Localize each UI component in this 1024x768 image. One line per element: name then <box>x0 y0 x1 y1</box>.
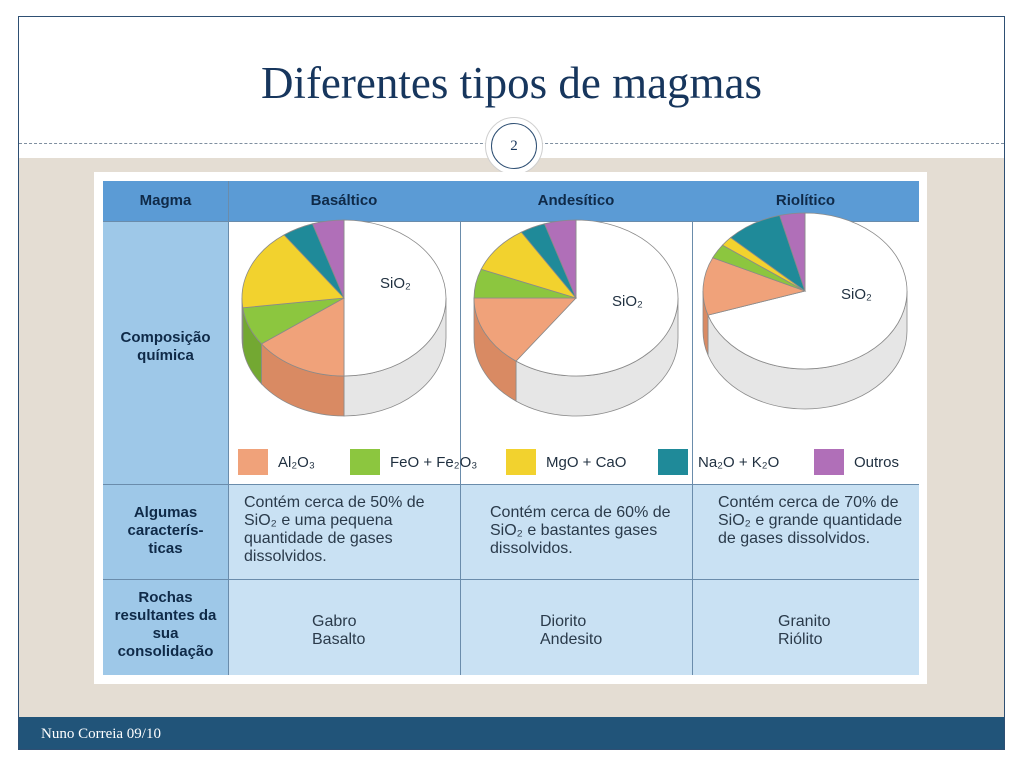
pie-slice-Outros <box>543 219 577 299</box>
pie-slice-MgO + CaO <box>241 234 345 309</box>
magma-figure: Magma Basáltico Andesítico Riolítico Com… <box>94 172 927 684</box>
footer-text: Nuno Correia 09/10 <box>41 726 161 742</box>
legend-item: MgO + CaO <box>506 449 626 475</box>
slide-title: Diferentes tipos de magmas <box>260 58 763 108</box>
page-number: 2 <box>491 123 537 169</box>
pie-slice-Al₂O₃ <box>473 297 577 362</box>
caracteristicas-basaltico-text: Contém cerca de 50% de SiO₂ e uma pequen… <box>244 494 425 565</box>
pie-riolitico: SiO₂ <box>702 212 908 410</box>
legend-label: Outros <box>854 453 900 471</box>
legend-label: Al₂O₃ <box>278 453 315 471</box>
magma-table: Magma Basáltico Andesítico Riolítico Com… <box>103 181 919 675</box>
grid-line <box>460 221 461 675</box>
pie-label-sio2: SiO₂ <box>841 286 872 303</box>
pie-charts: SiO₂ SiO₂ SiO₂ <box>241 212 908 417</box>
pie-slice-SiO₂ <box>515 219 679 377</box>
legend-item: FeO + Fe₂O₃ <box>350 449 477 475</box>
row-label-caracteristicas: Algumas caracterís- ticas <box>103 484 228 579</box>
rochas-riolitico-text: Granito Riólito <box>778 613 831 648</box>
pie-slice-Al₂O₃ <box>260 297 345 377</box>
page-number-badge: 2 <box>485 117 543 175</box>
pie-slice-Al₂O₃ <box>702 257 807 316</box>
grid-line <box>103 221 919 222</box>
rochas-basaltico: Gabro Basalto <box>228 579 460 675</box>
legend-swatch <box>506 449 536 475</box>
legend-label: FeO + Fe₂O₃ <box>390 453 478 471</box>
legend-label: Na₂O + K₂O <box>698 453 780 471</box>
rochas-andesitico-text: Diorito Andesito <box>540 613 603 648</box>
legend-label: MgO + CaO <box>546 453 627 471</box>
legend-item: Na₂O + K₂O <box>658 449 779 475</box>
header-basaltico: Basáltico <box>228 181 460 221</box>
rochas-riolitico: Granito Riólito <box>692 579 919 675</box>
row-label-composicao: Composição química <box>103 221 228 484</box>
header-andesitico: Andesítico <box>460 181 692 221</box>
row-label-composicao-text: Composição química <box>120 329 211 364</box>
pie-slice-SiO₂ <box>343 219 447 377</box>
caracteristicas-andesitico-text: Contém cerca de 60% de SiO₂ e bastantes … <box>490 504 671 557</box>
pie-andesitico: SiO₂ <box>473 219 679 417</box>
legend-swatch <box>658 449 688 475</box>
slide: Diferentes tipos de magmas 2 Magma Basál… <box>18 16 1005 750</box>
header-magma: Magma <box>103 181 228 221</box>
grid-line <box>103 579 919 580</box>
rochas-basaltico-text: Gabro Basalto <box>312 613 366 648</box>
header-riolitico: Riolítico <box>692 181 919 221</box>
row-label-caracteristicas-text: Algumas caracterís- ticas <box>127 504 204 557</box>
legend-swatch <box>350 449 380 475</box>
footer-bar: Nuno Correia 09/10 <box>19 717 1004 749</box>
pie-label-sio2: SiO₂ <box>612 293 643 310</box>
grid-line <box>692 221 693 675</box>
legend: Al₂O₃ FeO + Fe₂O₃ MgO + CaO Na₂O + K₂O O… <box>238 444 918 480</box>
pie-label-sio2: SiO₂ <box>380 275 411 292</box>
row-label-rochas-text: Rochas resultantes da sua consolidação <box>114 589 217 660</box>
caracteristicas-basaltico: Contém cerca de 50% de SiO₂ e uma pequen… <box>228 484 460 579</box>
grid-line <box>103 484 919 485</box>
caracteristicas-riolitico: Contém cerca de 70% de SiO₂ e grande qua… <box>692 484 919 579</box>
legend-item: Outros <box>814 449 899 475</box>
legend-item: Al₂O₃ <box>238 449 315 475</box>
legend-swatch <box>814 449 844 475</box>
caracteristicas-andesitico: Contém cerca de 60% de SiO₂ e bastantes … <box>460 484 692 579</box>
pie-slice-SiO₂ <box>707 212 908 370</box>
caracteristicas-riolitico-text: Contém cerca de 70% de SiO₂ e grande qua… <box>718 494 903 547</box>
legend-swatch <box>238 449 268 475</box>
grid-line <box>228 181 229 675</box>
pie-basaltico: SiO₂ <box>241 219 447 417</box>
pie-slice-Outros <box>311 219 345 299</box>
rochas-andesitico: Diorito Andesito <box>460 579 692 675</box>
pie-slice-Outros <box>779 212 806 292</box>
row-label-rochas: Rochas resultantes da sua consolidação <box>103 579 228 675</box>
